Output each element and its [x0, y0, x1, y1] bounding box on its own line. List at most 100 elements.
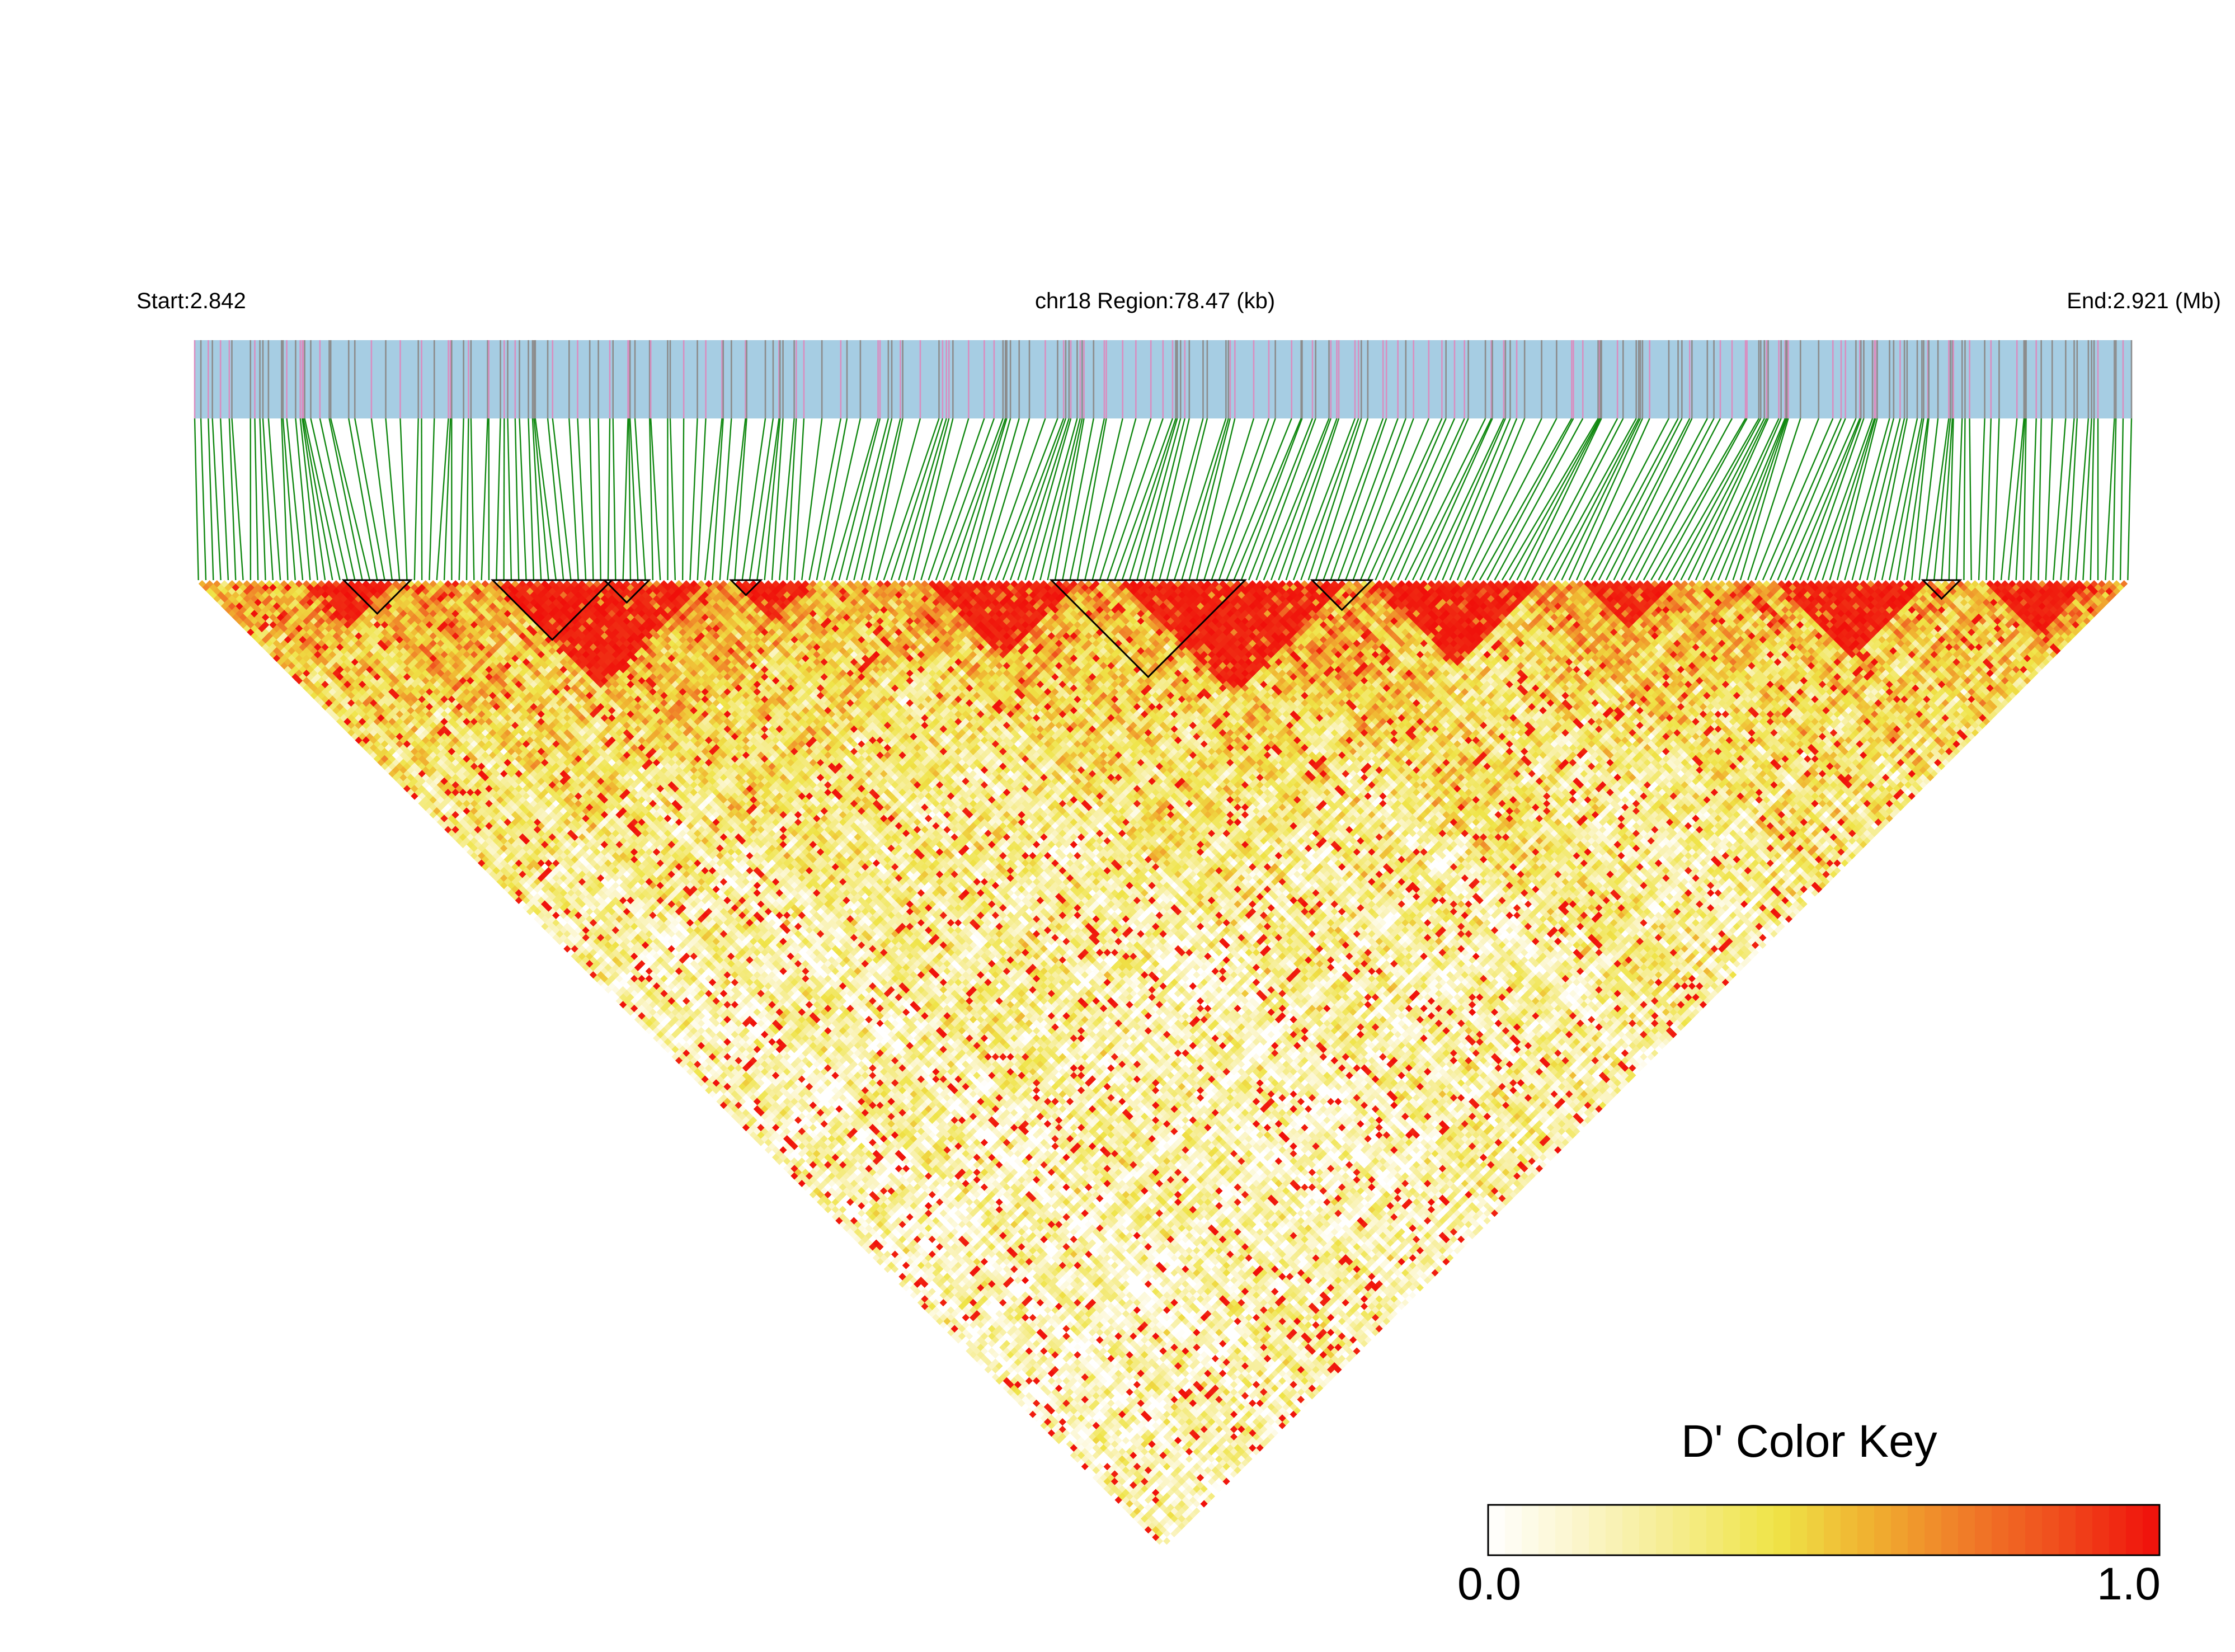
snp-connector: [1970, 418, 1971, 580]
ld-triangle-heatmap: [199, 580, 2128, 1549]
snp-connector: [608, 418, 610, 580]
snp-connector: [1599, 418, 1682, 580]
snp-connector: [1994, 418, 1999, 580]
snp-connector: [1055, 418, 1084, 580]
snp-connector: [349, 418, 377, 580]
snp-connector: [690, 418, 697, 580]
snp-connector: [229, 418, 236, 580]
snp-connector: [355, 418, 384, 580]
snp-connector: [208, 418, 213, 580]
snp-connector: [269, 418, 280, 580]
snp-connector: [1174, 418, 1226, 580]
snp-connector: [2053, 418, 2065, 580]
snp-connector: [590, 418, 593, 580]
snp-connector: [670, 418, 675, 580]
snp-connector: [1062, 418, 1094, 580]
snp-connector: [1480, 418, 1571, 580]
snp-connector: [1561, 418, 1640, 580]
snp-connector: [482, 418, 488, 580]
snp-connector: [1398, 418, 1468, 580]
snp-connector: [232, 418, 243, 580]
snp-connector: [613, 418, 616, 580]
snp-connector: [1390, 418, 1465, 580]
snp-connector: [943, 418, 1003, 580]
snp-connector: [1919, 418, 1938, 580]
snp-connector: [429, 418, 434, 580]
snp-connector: [1040, 418, 1080, 580]
snp-connector: [1904, 418, 1928, 580]
snp-connector: [213, 418, 221, 580]
snp-connector: [1986, 418, 1991, 580]
snp-connector: [1524, 418, 1602, 580]
snp-connector: [2046, 418, 2052, 580]
snp-connector: [577, 418, 586, 580]
snp-connector: [1085, 418, 1123, 580]
snp-connector: [794, 418, 804, 580]
snp-connector: [1145, 418, 1185, 580]
snp-connector: [528, 418, 533, 580]
snp-connector: [1159, 418, 1203, 580]
snp-connector: [1979, 418, 1985, 580]
snp-connector: [255, 418, 258, 580]
snp-connector: [1077, 418, 1107, 580]
snp-connector: [1428, 418, 1504, 580]
snp-connector: [1785, 418, 1856, 580]
snp-connector: [507, 418, 511, 580]
snp-connector: [415, 418, 418, 580]
snp-connector: [1964, 418, 1965, 580]
snp-connector: [2001, 418, 2017, 580]
snp-connector: [1048, 418, 1083, 580]
snp-connector: [1241, 418, 1302, 580]
snp-connector: [1301, 418, 1358, 580]
snp-connector: [1792, 418, 1860, 580]
snp-connector: [220, 418, 228, 580]
snp-connector: [1539, 418, 1623, 580]
snp-connector: [1212, 418, 1269, 580]
snp-connector: [1331, 418, 1387, 580]
snp-connector: [2031, 418, 2036, 580]
snp-connector: [1010, 418, 1066, 580]
snp-connector: [2120, 418, 2123, 580]
snp-connector: [1763, 418, 1833, 580]
snp-connector: [1018, 418, 1069, 580]
snp-connector: [1934, 418, 1950, 580]
snp-connector: [444, 418, 450, 580]
snp-connector: [515, 418, 519, 580]
snp-connector: [1182, 418, 1228, 580]
snp-connector: [1107, 418, 1163, 580]
snp-connector: [459, 418, 464, 580]
snp-connector: [810, 418, 841, 580]
snp-connector: [629, 418, 630, 580]
snp-connector: [2128, 418, 2132, 580]
snp-connector: [1345, 418, 1406, 580]
snp-connector: [929, 418, 985, 580]
snp-connector: [1711, 418, 1781, 580]
snp-connector: [1286, 418, 1339, 580]
snp-connector: [1167, 418, 1207, 580]
snp-connector: [520, 418, 526, 580]
snp-connector: [437, 418, 449, 580]
snp-connector: [496, 418, 500, 580]
snp-connector: [1189, 418, 1230, 580]
snp-connector: [1927, 418, 1949, 580]
snp-connector: [1509, 418, 1599, 580]
snp-connector: [1375, 418, 1446, 580]
snp-connector: [914, 418, 953, 580]
snp-connector: [467, 418, 468, 580]
snp-connector: [2091, 418, 2094, 580]
snp-connector: [683, 418, 684, 580]
snp-connector-lines: [195, 418, 2132, 580]
snp-connector: [1495, 418, 1583, 580]
snp-connector: [371, 418, 392, 580]
snp-connector: [623, 418, 628, 580]
snp-connector: [698, 418, 706, 580]
snp-connector: [2039, 418, 2041, 580]
snp-connector: [2076, 418, 2088, 580]
snp-connector: [898, 418, 946, 580]
snp-connector: [195, 418, 199, 580]
snp-connector: [535, 418, 556, 580]
snp-connector: [1278, 418, 1337, 580]
snp-connector: [1338, 418, 1398, 580]
snp-connector: [1450, 418, 1517, 580]
